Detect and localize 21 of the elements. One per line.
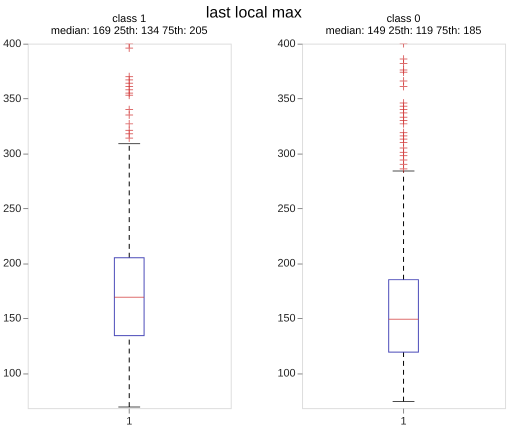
y-tick-label: 100 — [277, 367, 296, 380]
y-tick-label: 400 — [3, 38, 22, 50]
y-tick-label: 300 — [277, 148, 296, 160]
y-tick-label: 400 — [277, 38, 296, 50]
y-tick-label: 350 — [3, 93, 22, 106]
y-tick-label: 300 — [3, 148, 22, 160]
chart-subtitle: median: 149 25th: 119 75th: 185 — [326, 24, 482, 37]
x-tick-label: 1 — [126, 415, 132, 428]
y-tick-label: 250 — [3, 202, 22, 215]
y-tick-label: 150 — [277, 312, 296, 325]
y-tick-label: 200 — [277, 258, 296, 270]
y-tick-label: 250 — [277, 202, 296, 215]
chart-subtitle: median: 169 25th: 134 75th: 205 — [50, 24, 208, 37]
chart-title: class 1 — [112, 12, 146, 25]
y-tick-label: 350 — [277, 93, 296, 106]
y-tick-label: 200 — [3, 258, 22, 270]
x-tick-label: 1 — [400, 415, 407, 428]
chart-title: class 0 — [386, 12, 420, 25]
y-tick-label: 100 — [3, 367, 22, 380]
text: last local max — [206, 4, 302, 22]
y-tick-label: 150 — [3, 312, 22, 325]
